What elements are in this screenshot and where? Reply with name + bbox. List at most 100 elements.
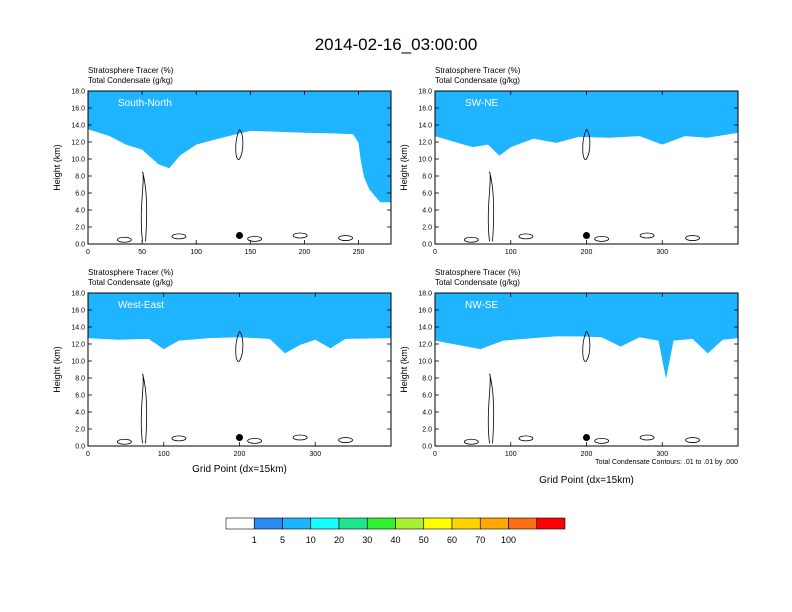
y-tick-label: 12.0 [418, 342, 432, 349]
condensate-contour [171, 233, 187, 240]
panel-label: South-North [118, 98, 172, 109]
colorbar-swatch [423, 517, 453, 530]
subtitle-tracer: Stratosphere Tracer (%) [88, 66, 174, 75]
x-tick-label: 200 [299, 249, 311, 256]
y-tick-label: 6.0 [422, 191, 432, 198]
y-tick-label: 14.0 [418, 123, 432, 130]
colorbar-label: 50 [419, 535, 429, 545]
y-tick-label: 18.0 [418, 89, 432, 96]
condensate-contour [463, 236, 479, 243]
y-tick-label: 8.0 [75, 376, 85, 383]
x-tick-label: 300 [309, 451, 321, 458]
x-tick-label: 0 [433, 249, 437, 256]
subtitle-tracer: Stratosphere Tracer (%) [435, 66, 521, 75]
x-tick-label: 200 [234, 451, 246, 458]
condensate-contour [487, 171, 495, 242]
tracer-field [88, 293, 391, 446]
y-tick-label: 12.0 [71, 342, 85, 349]
x-tick-label: 0 [86, 249, 90, 256]
condensate-contours [116, 330, 353, 445]
condensate-contour [140, 171, 148, 242]
y-tick-label: 4.0 [75, 410, 85, 417]
condensate-contour [338, 437, 353, 443]
y-tick-label: 6.0 [422, 393, 432, 400]
condensate-contour [292, 232, 308, 239]
y-axis-label: Height (km) [52, 346, 62, 393]
condensate-contours [463, 128, 700, 243]
colorbar-swatch [508, 517, 538, 530]
y-tick-label: 2.0 [422, 427, 432, 434]
subtitle-condensate: Total Condensate (g/kg) [88, 76, 173, 85]
colorbar-label: 40 [390, 535, 400, 545]
y-tick-label: 8.0 [422, 174, 432, 181]
contour-note: Total Condensate Contours: .01 to .01 by… [595, 459, 738, 466]
subtitle-condensate: Total Condensate (g/kg) [435, 278, 520, 287]
x-tick-label: 300 [656, 451, 668, 458]
location-marker [236, 434, 243, 441]
y-tick-label: 2.0 [75, 225, 85, 232]
y-tick-label: 16.0 [71, 106, 85, 113]
y-tick-label: 10.0 [418, 157, 432, 164]
condensate-contour [338, 235, 353, 241]
location-marker [583, 434, 590, 441]
x-tick-label: 0 [433, 451, 437, 458]
condensate-contour [116, 438, 132, 445]
condensate-contour [116, 236, 132, 243]
y-tick-label: 16.0 [418, 308, 432, 315]
y-tick-label: 14.0 [71, 123, 85, 130]
y-tick-label: 0.0 [75, 444, 85, 451]
y-tick-label: 10.0 [418, 359, 432, 366]
condensate-contour [594, 235, 610, 242]
y-tick-label: 4.0 [422, 410, 432, 417]
condensate-contour [518, 233, 534, 240]
y-tick-label: 16.0 [71, 308, 85, 315]
condensate-contour [518, 435, 534, 442]
x-axis-label: Grid Point (dx=15km) [539, 475, 634, 486]
x-tick-label: 100 [505, 249, 517, 256]
x-tick-label: 50 [138, 249, 146, 256]
colorbar-label: 1 [252, 535, 257, 545]
condensate-contour [247, 235, 263, 242]
colorbar-swatch [366, 517, 396, 530]
y-axis-label: Height (km) [399, 346, 409, 393]
y-tick-label: 6.0 [75, 191, 85, 198]
tracer-band [435, 293, 738, 379]
tracer-field [435, 293, 738, 446]
x-tick-label: 200 [581, 451, 593, 458]
y-tick-label: 4.0 [422, 208, 432, 215]
colorbar-label: 5 [280, 535, 285, 545]
y-tick-label: 14.0 [418, 325, 432, 332]
panel-west-east: West-East Stratosphere Tracer (%)Total Co… [52, 268, 392, 475]
colorbar-swatch [310, 517, 340, 530]
condensate-contour [639, 232, 655, 239]
tracer-band [88, 293, 391, 354]
colorbar-swatch [451, 517, 481, 530]
colorbar-swatch [253, 517, 283, 530]
subtitle-tracer: Stratosphere Tracer (%) [435, 268, 521, 277]
condensate-contour [235, 330, 244, 362]
subtitle-tracer: Stratosphere Tracer (%) [88, 268, 174, 277]
subtitle-condensate: Total Condensate (g/kg) [435, 76, 520, 85]
subtitle-condensate: Total Condensate (g/kg) [88, 278, 173, 287]
y-tick-label: 16.0 [418, 106, 432, 113]
x-tick-label: 100 [505, 451, 517, 458]
y-tick-label: 10.0 [71, 157, 85, 164]
y-tick-label: 2.0 [75, 427, 85, 434]
tracer-band [435, 91, 738, 156]
condensate-contour [235, 128, 244, 160]
colorbar-swatch [395, 517, 425, 530]
x-tick-label: 100 [158, 451, 170, 458]
colorbar: 1 5 10 20 30 40 50 60 70 100 [225, 517, 566, 545]
figure-title: 2014-02-16_03:00:00 [315, 35, 478, 54]
colorbar-label: 20 [334, 535, 344, 545]
y-axis-label: Height (km) [52, 144, 62, 191]
tracer-field [88, 91, 391, 244]
y-tick-label: 0.0 [422, 242, 432, 249]
y-tick-label: 18.0 [71, 89, 85, 96]
x-tick-label: 100 [190, 249, 202, 256]
y-tick-label: 12.0 [418, 140, 432, 147]
condensate-contour [582, 128, 591, 160]
colorbar-swatch [536, 517, 566, 530]
